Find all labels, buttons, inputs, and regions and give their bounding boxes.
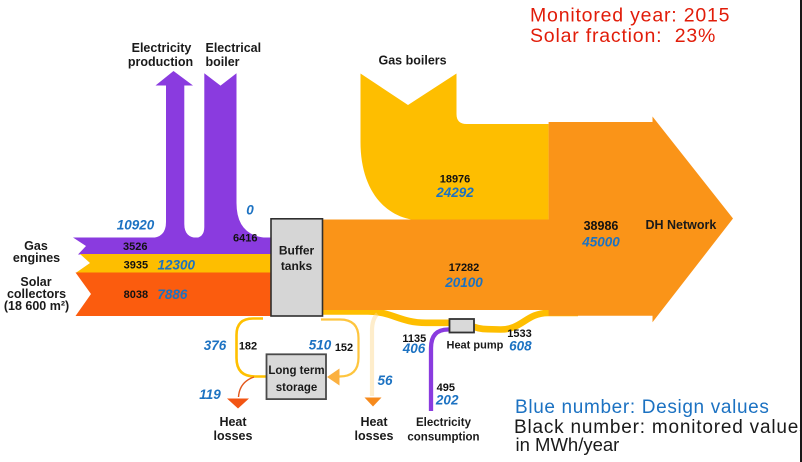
svg-text:DH Network: DH Network: [646, 218, 717, 232]
svg-text:Buffer: Buffer: [279, 244, 315, 258]
svg-text:1135: 1135: [402, 333, 426, 345]
svg-text:376: 376: [204, 338, 227, 353]
svg-text:202: 202: [435, 392, 459, 407]
svg-text:Solar: Solar: [20, 275, 51, 289]
svg-text:6416: 6416: [233, 233, 257, 245]
svg-text:Blue number: Design values: Blue number: Design values: [515, 397, 770, 418]
svg-text:10920: 10920: [117, 218, 155, 233]
svg-text:45000: 45000: [581, 235, 620, 250]
svg-text:119: 119: [199, 387, 221, 402]
svg-text:Solar fraction: 23%: Solar fraction: 23%: [530, 25, 716, 47]
svg-text:Heat: Heat: [360, 415, 388, 429]
svg-text:collectors: collectors: [7, 287, 66, 301]
svg-text:56: 56: [377, 373, 393, 388]
svg-text:Heat: Heat: [219, 415, 247, 429]
svg-text:406: 406: [402, 341, 426, 356]
svg-text:510: 510: [309, 338, 332, 353]
svg-text:in MWh/year: in MWh/year: [516, 434, 620, 455]
svg-text:Gas boilers: Gas boilers: [379, 54, 447, 68]
svg-text:engines: engines: [13, 251, 60, 265]
svg-text:Long term: Long term: [268, 365, 324, 377]
svg-text:18976: 18976: [440, 174, 471, 186]
svg-text:24292: 24292: [435, 185, 474, 200]
svg-text:152: 152: [335, 342, 353, 354]
svg-text:8038: 8038: [124, 289, 148, 301]
svg-text:38986: 38986: [584, 219, 619, 233]
svg-text:1533: 1533: [507, 328, 531, 340]
svg-text:losses: losses: [214, 429, 253, 443]
svg-text:tanks: tanks: [281, 259, 313, 273]
svg-text:495: 495: [437, 382, 455, 394]
svg-text:20100: 20100: [444, 275, 483, 290]
svg-text:boiler: boiler: [206, 55, 240, 69]
svg-text:Electricity: Electricity: [132, 41, 192, 55]
svg-text:7886: 7886: [157, 287, 188, 302]
svg-text:storage: storage: [276, 382, 318, 394]
svg-text:Heat pump: Heat pump: [447, 340, 504, 352]
svg-text:Monitored year: 2015: Monitored year: 2015: [530, 5, 730, 27]
svg-text:182: 182: [239, 341, 257, 353]
svg-text:losses: losses: [355, 429, 394, 443]
svg-text:12300: 12300: [158, 258, 196, 273]
svg-text:Black number: monitored values: Black number: monitored values: [514, 417, 802, 438]
svg-text:Gas: Gas: [24, 239, 48, 253]
svg-text:608: 608: [509, 339, 532, 354]
svg-text:consumption: consumption: [407, 432, 479, 444]
svg-text:0: 0: [246, 202, 254, 217]
svg-text:Electrical: Electrical: [206, 41, 262, 55]
svg-text:Electricity: Electricity: [416, 417, 472, 429]
svg-text:3526: 3526: [123, 241, 147, 253]
svg-text:3935: 3935: [124, 259, 148, 271]
svg-text:(18 600 m²): (18 600 m²): [4, 299, 69, 313]
svg-text:production: production: [128, 55, 193, 69]
svg-text:17282: 17282: [449, 262, 480, 274]
